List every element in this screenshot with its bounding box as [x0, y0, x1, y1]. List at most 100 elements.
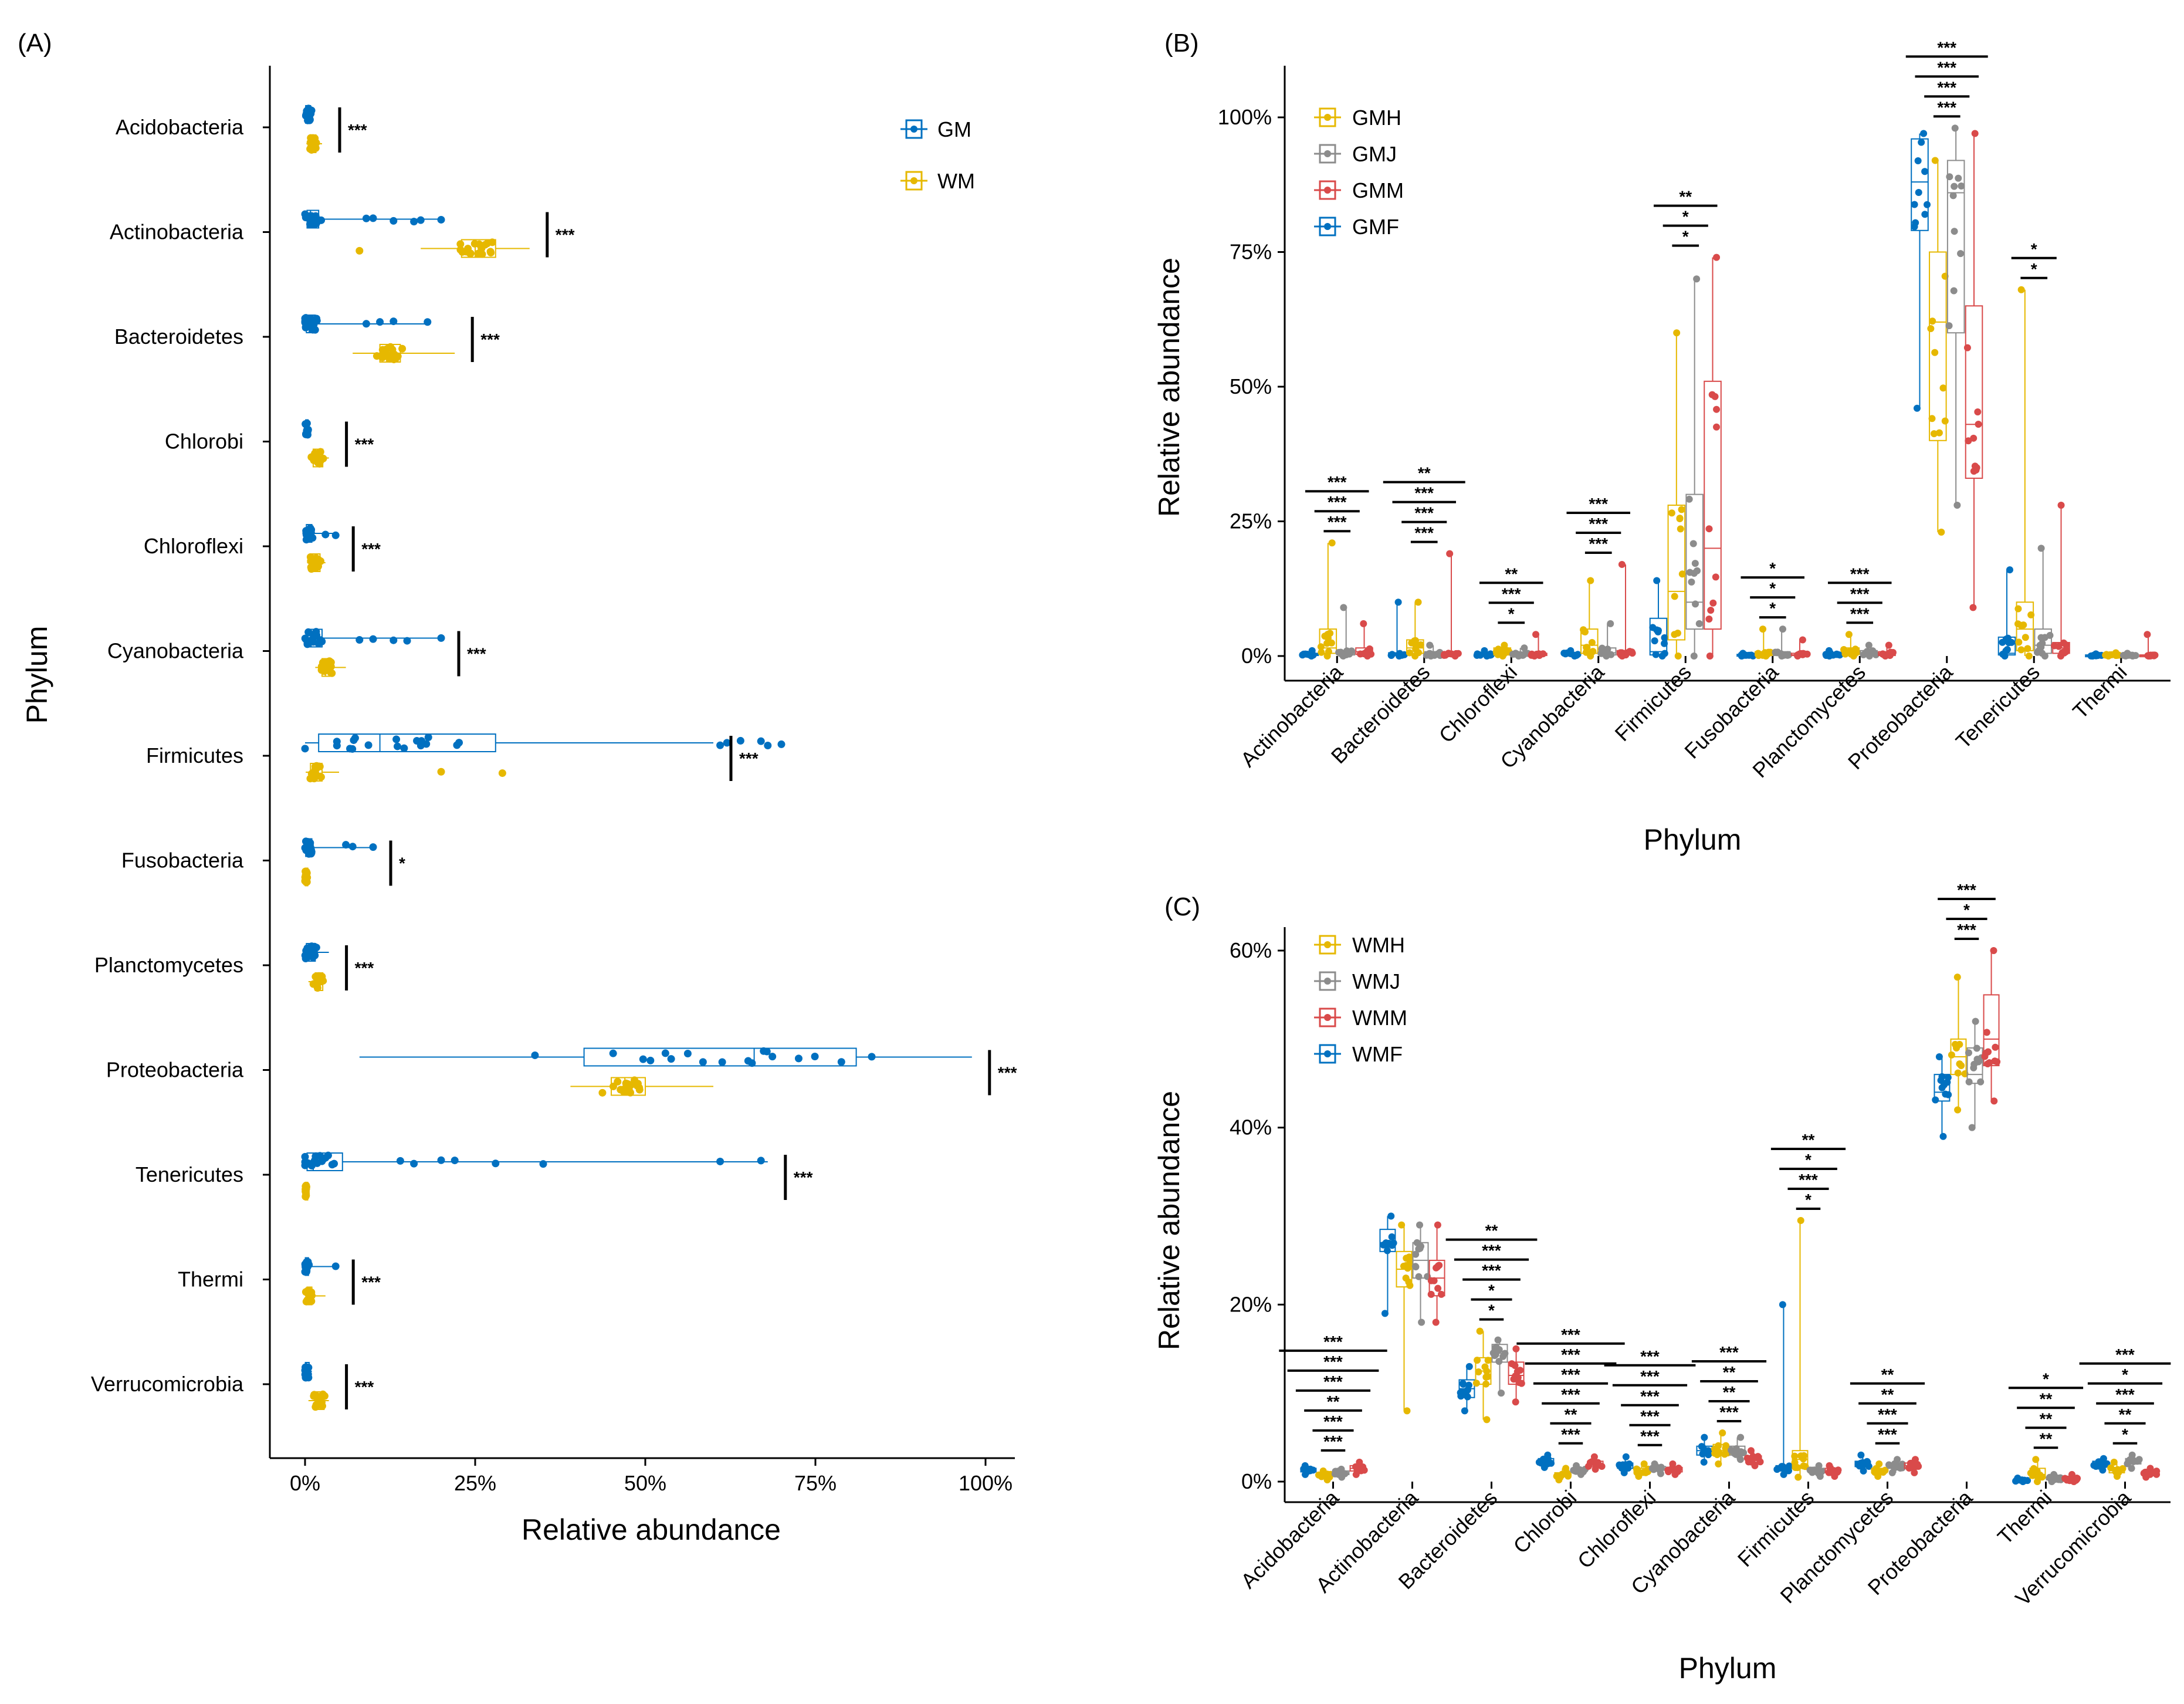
data-point	[2017, 646, 2025, 654]
data-point	[1695, 620, 1703, 627]
panel-c-box-wmh-firmicutes	[1791, 1217, 1809, 1481]
panel-b-significance-firmicutes: **	[1653, 188, 1718, 207]
data-point	[1745, 651, 1753, 659]
significance-label: ***	[1323, 1412, 1343, 1431]
panel-b-box-gmj-actinobacteria	[1335, 604, 1356, 660]
data-point	[313, 559, 321, 567]
panel-c-significance-bacteroidetes: ***	[1462, 1262, 1521, 1281]
data-point	[1427, 652, 1435, 660]
data-point	[1356, 1458, 1363, 1466]
data-point	[1915, 189, 1922, 197]
significance-label: *	[2031, 240, 2037, 258]
data-point	[498, 769, 506, 777]
panel-a-x-tick-label: 50%	[624, 1471, 666, 1495]
data-point	[318, 1402, 326, 1410]
data-point	[1607, 620, 1614, 627]
data-point	[1968, 1124, 1976, 1131]
data-point	[1394, 599, 1402, 606]
data-point	[2003, 645, 2011, 653]
data-point	[1302, 650, 1309, 658]
panel-c-box-wmh-planctomycetes	[1871, 1460, 1889, 1480]
data-point	[1981, 1053, 1989, 1060]
data-point	[1971, 130, 1979, 137]
data-point	[1941, 272, 1949, 280]
data-point	[1929, 317, 1936, 325]
data-point	[321, 530, 330, 539]
significance-label: ***	[1640, 1367, 1660, 1385]
data-point	[1498, 1389, 1505, 1397]
data-point	[2032, 1456, 2040, 1463]
data-point	[1317, 643, 1325, 651]
data-point	[1441, 651, 1448, 658]
significance-label: ***	[1937, 98, 1956, 116]
data-point	[2020, 621, 2027, 629]
panel-c-significance-planctomycetes: **	[1858, 1385, 1916, 1405]
data-point	[1958, 182, 1965, 190]
data-point	[1588, 639, 1596, 647]
panel-b-box-gmh-chloroflexi	[1492, 641, 1513, 660]
panel-b-legend-label-gmm: GMM	[1352, 178, 1404, 202]
data-point	[1678, 570, 1686, 578]
data-point	[1668, 509, 1675, 517]
data-point	[1888, 1469, 1896, 1476]
data-point	[1791, 1459, 1799, 1466]
data-point	[716, 1157, 724, 1165]
panel-c-significance-chloroflexi: ***	[1621, 1387, 1679, 1407]
panel-a-significance-label-acidobacteria: ***	[348, 121, 367, 139]
panel-c-box-wmm-verrucomicrobia	[2140, 1465, 2161, 1481]
data-point	[1587, 652, 1594, 660]
data-point	[1323, 652, 1331, 660]
data-point	[303, 639, 311, 647]
significance-label: **	[2040, 1389, 2053, 1408]
data-point	[2037, 545, 2045, 552]
legend-label-wm: WM	[937, 169, 975, 193]
data-point	[2051, 642, 2058, 650]
data-point	[1427, 1277, 1435, 1284]
data-point	[1815, 1462, 1823, 1469]
data-point	[1352, 1470, 1360, 1478]
data-point	[1850, 652, 1857, 660]
data-point	[304, 628, 313, 637]
panel-a-category-label-chloroflexi: Chloroflexi	[144, 534, 243, 558]
data-point	[1831, 1472, 1838, 1480]
data-point	[1773, 1466, 1781, 1473]
panel-c-significance-firmicutes: *	[1796, 1191, 1821, 1211]
data-point	[304, 845, 312, 853]
data-point	[325, 660, 333, 668]
data-point	[1954, 1106, 1962, 1114]
data-point	[390, 317, 398, 326]
data-point	[1799, 636, 1806, 644]
data-point	[1318, 648, 1325, 656]
data-point	[1963, 344, 1971, 351]
panel-b-box-gmj-planctomycetes	[1860, 641, 1880, 660]
data-point	[1950, 287, 1958, 295]
data-point	[306, 116, 314, 124]
data-point	[794, 1054, 803, 1063]
panel-c-box-wmf-thermi	[2012, 1474, 2031, 1485]
data-point	[1499, 652, 1506, 660]
data-point	[619, 1087, 628, 1096]
data-point	[1951, 124, 1959, 132]
data-point	[1740, 1449, 1748, 1456]
data-point	[1603, 652, 1610, 660]
data-point	[1340, 604, 1347, 611]
data-point	[303, 873, 311, 881]
panel-a-x-tick-label: 0%	[290, 1471, 320, 1495]
data-point	[451, 1157, 459, 1165]
panel-a: (A) 0% 25% 50% 75% 100% Acidobacteria Actinoba…	[18, 29, 1017, 1546]
panel-c-significance-chloroflexi: ***	[1629, 1407, 1671, 1426]
data-point	[1951, 228, 1958, 235]
data-point	[2100, 1455, 2107, 1462]
significance-label: ***	[1323, 1333, 1343, 1351]
panel-c-box-wmm-planctomycetes	[1904, 1456, 1922, 1476]
data-point	[1308, 647, 1316, 654]
panel-c-box-wmf-planctomycetes	[1854, 1451, 1873, 1475]
data-point	[1406, 649, 1413, 657]
data-point	[2041, 634, 2048, 641]
panel-a-category-label-bacteroidetes: Bacteroidetes	[114, 324, 243, 349]
data-point	[1416, 1245, 1424, 1252]
data-point	[1721, 1451, 1728, 1458]
box	[318, 733, 496, 752]
panel-b-box-gmf-planctomycetes	[1822, 647, 1844, 660]
data-point	[1747, 1447, 1755, 1455]
